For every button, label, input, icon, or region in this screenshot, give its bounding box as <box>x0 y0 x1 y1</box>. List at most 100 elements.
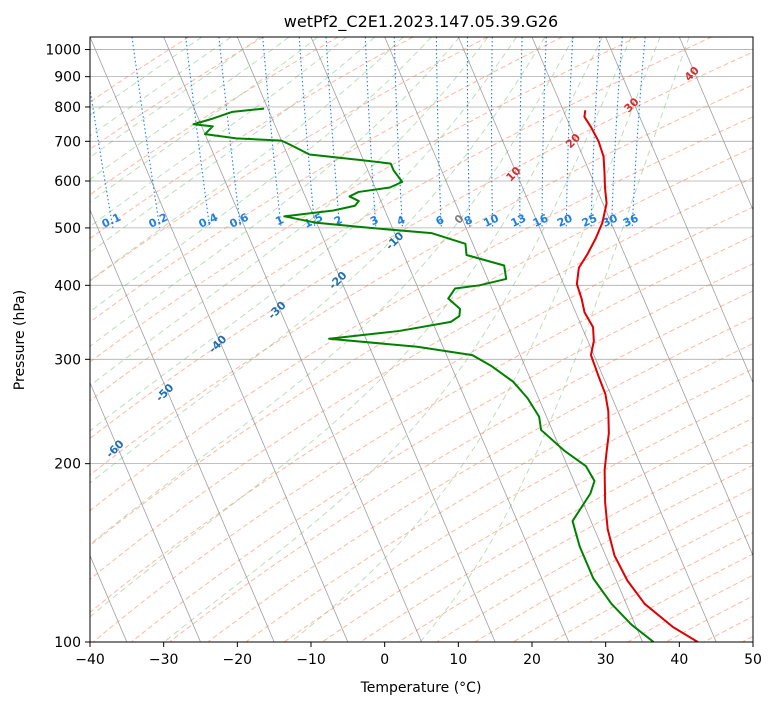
plot-frame <box>89 36 754 643</box>
isotherm-line <box>605 37 753 384</box>
moist-adiabat-line <box>90 37 290 180</box>
dry-adiabat-line <box>436 464 753 642</box>
mixing-ratio-label: 13 <box>509 212 528 230</box>
dewpoint-profile-line <box>192 107 655 642</box>
moist-adiabat-line <box>90 37 376 253</box>
isotherm-line <box>457 37 717 642</box>
x-tick-label: 10 <box>449 652 467 668</box>
x-tick-label: 20 <box>523 652 541 668</box>
moist-adiabat-line <box>90 37 517 432</box>
dry-adiabat-line <box>283 368 753 642</box>
moist-adiabat-line <box>90 37 319 203</box>
x-tick-label: −10 <box>296 652 326 668</box>
moist-adiabat-line <box>90 37 546 484</box>
x-tick-label: 50 <box>744 652 762 668</box>
moist-adiabat-line <box>419 37 690 642</box>
mixing-ratio-line <box>490 37 494 228</box>
mixing-ratio-line <box>262 37 282 228</box>
y-tick-label: 300 <box>54 352 81 368</box>
isotherm-line <box>90 381 201 642</box>
isotherm-line <box>236 37 496 642</box>
dry-adiabat-line <box>245 342 753 642</box>
isotherm-line <box>90 208 275 642</box>
isoline-labels: 0.10.20.40.611.52346810131620253036-100-… <box>0 64 702 550</box>
y-axis: 1000 900 800 700 600 500 400 300 200 100 <box>45 43 90 651</box>
y-tick-label: 200 <box>54 457 81 473</box>
isotherm-label: -40 <box>206 332 229 355</box>
dry-adiabat-line <box>90 147 753 547</box>
dry-adiabat-line <box>90 37 563 323</box>
moist-adiabat-line <box>90 37 203 116</box>
dry-adiabat-line <box>90 37 414 240</box>
dry-adiabat-line <box>90 51 753 440</box>
y-tick-label: 700 <box>54 134 81 150</box>
mixing-ratio-label: 20 <box>555 211 575 229</box>
x-tick-label: −40 <box>75 652 105 668</box>
moist-adiabat-line <box>163 37 632 642</box>
dry-adiabat-line <box>90 37 339 196</box>
moist-adiabat-line <box>90 37 489 387</box>
dry-adiabat-line <box>665 595 753 642</box>
moist-adiabat-line <box>290 37 661 642</box>
profile-series <box>192 107 699 642</box>
mixing-ratio-label: 30 <box>600 211 620 229</box>
mixing-ratio-label: 6 <box>434 213 447 228</box>
dry-adiabat-line <box>90 37 264 150</box>
dry-adiabat-line <box>360 417 753 642</box>
y-tick-label: 800 <box>54 100 81 116</box>
y-tick-label: 100 <box>54 635 81 651</box>
mixing-ratio-line <box>631 37 646 228</box>
mixing-ratio-line <box>185 37 211 228</box>
isotherm-label: 40 <box>682 64 702 84</box>
isotherm-line <box>90 37 349 642</box>
y-tick-label: 500 <box>54 221 81 237</box>
moist-adiabat-line <box>90 37 404 282</box>
mixing-ratio-line <box>364 37 377 228</box>
dry-adiabat-line <box>90 177 753 580</box>
mixing-ratio-label: 10 <box>481 211 501 229</box>
mixing-ratio-label: 3 <box>368 213 380 228</box>
mixing-ratio-line <box>466 37 471 228</box>
temperature-profile-line <box>575 110 699 642</box>
moist-adiabat-line <box>90 37 347 228</box>
mixing-ratio-line <box>131 37 161 228</box>
moist-adiabat-line <box>90 37 461 347</box>
y-axis-label: Pressure (hPa) <box>12 290 28 390</box>
x-axis-label: Temperature (°C) <box>360 680 482 696</box>
chart-title: wetPf2_C2E1.2023.147.05.39.G26 <box>284 12 558 32</box>
isotherm-label: -20 <box>326 269 349 292</box>
dry-adiabat-line <box>742 635 753 642</box>
x-tick-label: −20 <box>223 652 253 668</box>
mixing-ratio-line <box>90 85 114 228</box>
dry-adiabat-line <box>90 37 488 282</box>
dry-adiabat-line <box>90 37 190 103</box>
x-tick-label: −30 <box>149 652 179 668</box>
moist-adiabat-line <box>90 37 232 137</box>
dry-adiabat-line <box>169 290 753 642</box>
mixing-ratio-line <box>435 37 442 228</box>
dry-adiabat-line <box>90 116 753 512</box>
moist-adiabat-line <box>90 37 261 158</box>
y-tick-label: 400 <box>54 278 81 294</box>
mixing-ratio-line <box>590 37 601 228</box>
x-axis: −40 −30 −20 −10 0 10 20 30 40 50 <box>75 642 762 668</box>
background-lines <box>90 37 753 642</box>
isotherm-line <box>678 37 753 211</box>
y-tick-label: 1000 <box>45 43 81 59</box>
moist-adiabat-line <box>90 37 603 618</box>
isotherm-label: -80 <box>0 527 18 550</box>
y-tick-label: 900 <box>54 70 81 86</box>
isotherm-label: -70 <box>51 486 74 509</box>
dry-adiabat-line <box>474 487 753 642</box>
dry-adiabat-line <box>589 553 753 642</box>
dry-adiabat-line <box>90 37 638 363</box>
isotherm-line <box>384 37 643 642</box>
dry-adiabat-line <box>703 615 753 642</box>
dry-adiabat-line <box>90 37 712 402</box>
mixing-ratio-label: 25 <box>580 212 599 230</box>
moist-adiabat-line <box>90 37 575 545</box>
x-tick-label: 40 <box>670 652 688 668</box>
dry-adiabat-line <box>322 393 753 642</box>
isotherm-label: 20 <box>563 131 583 151</box>
dry-adiabat-line <box>92 235 753 642</box>
